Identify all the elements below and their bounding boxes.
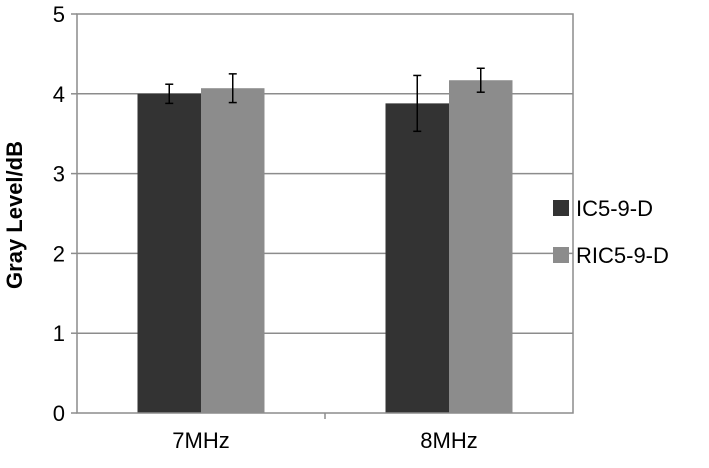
legend: IC5-9-D RIC5-9-D: [553, 196, 669, 268]
y-tick-label: 4: [53, 82, 65, 107]
legend-label: IC5-9-D: [576, 196, 653, 221]
bar: [201, 88, 265, 414]
y-tick-label: 2: [53, 241, 65, 266]
error-bars: [165, 67, 485, 133]
y-tick-label: 1: [53, 321, 65, 346]
x-tick-label: 7MHz: [172, 428, 229, 453]
bar: [385, 103, 449, 413]
legend-swatch: [553, 247, 569, 263]
legend-label: RIC5-9-D: [576, 243, 669, 268]
y-tick-label: 0: [53, 401, 65, 426]
y-tick-label: 3: [53, 162, 65, 187]
x-tick-label: 8MHz: [420, 428, 477, 453]
bar: [449, 80, 513, 413]
bars: [137, 80, 513, 414]
y-tick-label: 5: [53, 2, 65, 27]
tick-labels: 0 1 2 3 4 5 7MHz 8MHz: [53, 2, 478, 453]
bar: [137, 93, 201, 414]
axes: [71, 13, 574, 419]
legend-swatch: [553, 200, 569, 216]
y-axis-label: Gray Level/dB: [2, 141, 27, 289]
